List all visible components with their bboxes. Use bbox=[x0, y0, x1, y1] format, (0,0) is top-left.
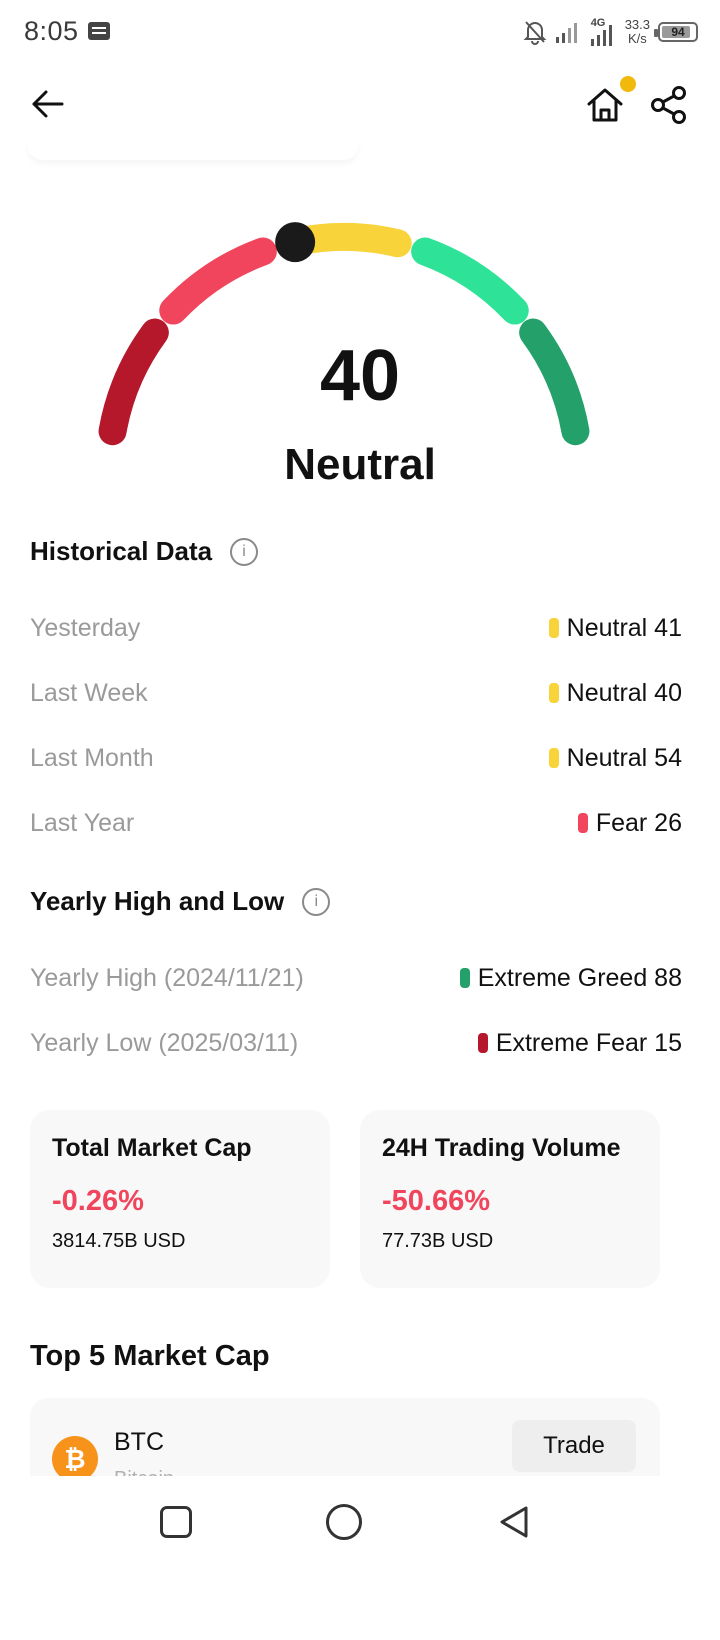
historical-row-last-week: Last Week Neutral 40 bbox=[30, 673, 682, 713]
sentiment-pill bbox=[477, 1033, 488, 1053]
gauge-segment-2 bbox=[159, 237, 277, 325]
trade-button[interactable]: Trade bbox=[512, 1420, 636, 1472]
row-label: Last Year bbox=[30, 808, 135, 837]
yearly-high-low-heading: Yearly High and Low i bbox=[30, 886, 331, 917]
signal-4g-icon: 4G bbox=[589, 17, 617, 47]
system-nav-bar bbox=[0, 1476, 720, 1640]
gauge-label: Neutral bbox=[284, 440, 436, 489]
card-amount: 3814.75B USD bbox=[52, 1230, 186, 1252]
battery-level: 94 bbox=[671, 25, 685, 39]
yearly-high-low-title: Yearly High and Low bbox=[30, 886, 285, 916]
row-value: Neutral 41 bbox=[548, 613, 682, 643]
sentiment-pill bbox=[548, 683, 559, 703]
message-icon bbox=[88, 22, 110, 40]
speed-value: 33.3 bbox=[624, 17, 650, 32]
back-triangle-icon[interactable] bbox=[496, 1504, 532, 1540]
status-time: 8:05 bbox=[24, 16, 79, 46]
card-change: -50.66% bbox=[382, 1185, 491, 1217]
gauge-segment-5 bbox=[519, 318, 590, 446]
trading-volume-card[interactable]: 24H Trading Volume -50.66% 77.73B USD bbox=[360, 1110, 660, 1288]
battery-icon: 94 bbox=[654, 22, 698, 42]
network-speed: 33.3 K/s bbox=[625, 18, 650, 46]
card-title: 24H Trading Volume bbox=[382, 1134, 621, 1162]
row-label: Last Month bbox=[30, 743, 154, 772]
sentiment-pill bbox=[548, 748, 559, 768]
historical-row-last-year: Last Year Fear 26 bbox=[30, 803, 682, 843]
gauge-indicator bbox=[275, 222, 316, 263]
sentiment-text: Neutral 41 bbox=[566, 613, 682, 642]
info-icon[interactable]: i bbox=[230, 537, 259, 566]
row-value: Extreme Fear 15 bbox=[477, 1028, 682, 1058]
status-bar: 8:05 4G bbox=[0, 0, 720, 64]
status-icons: 4G 33.3 K/s 94 bbox=[523, 14, 698, 50]
collapsed-tab-bar bbox=[28, 140, 358, 160]
home-nav-icon[interactable] bbox=[326, 1504, 362, 1540]
yearly-row-high: Yearly High (2024/11/21) Extreme Greed 8… bbox=[30, 958, 682, 998]
card-change: -0.26% bbox=[52, 1185, 144, 1217]
bell-off-icon bbox=[523, 21, 547, 45]
top5-title: Top 5 Market Cap bbox=[30, 1340, 270, 1372]
total-market-cap-card[interactable]: Total Market Cap -0.26% 3814.75B USD bbox=[30, 1110, 330, 1288]
sentiment-pill bbox=[548, 618, 559, 638]
sentiment-text: Neutral 40 bbox=[566, 678, 682, 707]
network-label: 4G bbox=[590, 17, 606, 29]
sentiment-text: Neutral 54 bbox=[566, 743, 682, 772]
gauge-segments bbox=[98, 223, 590, 446]
share-icon[interactable] bbox=[648, 84, 690, 126]
sentiment-pill bbox=[577, 813, 588, 833]
home-icon[interactable] bbox=[584, 84, 626, 126]
row-label: Last Week bbox=[30, 678, 148, 707]
sentiment-text: Fear 26 bbox=[595, 808, 682, 837]
row-value: Fear 26 bbox=[577, 808, 682, 838]
signal-icon bbox=[555, 23, 577, 43]
bitcoin-icon: ₿ bbox=[52, 1436, 98, 1482]
recents-icon[interactable] bbox=[160, 1506, 192, 1538]
back-arrow-icon[interactable] bbox=[28, 84, 68, 124]
row-value: Neutral 40 bbox=[548, 678, 682, 708]
card-title: Total Market Cap bbox=[52, 1134, 252, 1162]
historical-row-last-month: Last Month Neutral 54 bbox=[30, 738, 682, 778]
row-label: Yearly High (2024/11/21) bbox=[30, 963, 304, 992]
row-label: Yesterday bbox=[30, 613, 141, 642]
app-bar bbox=[0, 64, 720, 144]
coin-symbol: BTC bbox=[114, 1428, 164, 1456]
notification-dot bbox=[620, 76, 636, 92]
sentiment-pill bbox=[459, 968, 470, 988]
yearly-row-low: Yearly Low (2025/03/11) Extreme Fear 15 bbox=[30, 1023, 682, 1063]
info-icon[interactable]: i bbox=[302, 887, 331, 916]
row-value: Neutral 54 bbox=[548, 743, 682, 773]
row-label: Yearly Low (2025/03/11) bbox=[30, 1028, 299, 1057]
historical-row-yesterday: Yesterday Neutral 41 bbox=[30, 608, 682, 648]
sentiment-text: Extreme Fear 15 bbox=[495, 1028, 682, 1057]
sentiment-text: Extreme Greed 88 bbox=[477, 963, 682, 992]
fear-greed-gauge bbox=[98, 222, 590, 446]
historical-data-title: Historical Data bbox=[30, 536, 213, 566]
historical-data-heading: Historical Data i bbox=[30, 536, 259, 567]
gauge-segment-4 bbox=[411, 237, 529, 325]
row-value: Extreme Greed 88 bbox=[459, 963, 682, 993]
card-amount: 77.73B USD bbox=[382, 1230, 494, 1252]
speed-unit: K/s bbox=[627, 31, 647, 46]
gauge-segment-1 bbox=[98, 318, 169, 446]
gauge-value: 40 bbox=[319, 336, 401, 416]
